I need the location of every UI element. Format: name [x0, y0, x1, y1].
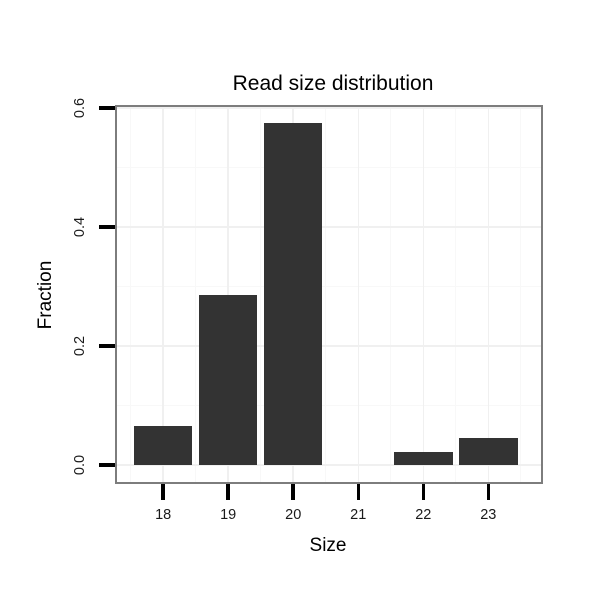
x-tick-22: [421, 484, 426, 500]
y-minor-gridline: [117, 404, 541, 406]
x-major-gridline: [422, 107, 425, 482]
y-major-gridline: [117, 226, 541, 228]
plot-panel: [115, 105, 543, 484]
x-tick-label-22: 22: [415, 507, 432, 523]
x-major-gridline: [487, 107, 490, 482]
bar-size-18: [133, 426, 193, 465]
x-tick-19: [226, 484, 230, 500]
y-tick-0.2: [99, 344, 115, 348]
y-tick-0.6: [99, 106, 115, 110]
x-major-gridline: [357, 107, 359, 482]
x-tick-label-18: 18: [155, 507, 172, 523]
y-tick-label-0.4: 0.4: [72, 216, 88, 238]
x-tick-21: [356, 484, 360, 500]
y-tick-label-0.2: 0.2: [72, 335, 88, 356]
bar-size-20: [263, 123, 323, 465]
x-minor-gridline: [130, 107, 132, 482]
bar-size-22: [394, 451, 453, 465]
chart-title: Read size distribution: [232, 72, 434, 95]
bar-size-23: [459, 438, 518, 465]
y-tick-0.0: [99, 463, 115, 467]
x-tick-label-19: 19: [220, 507, 237, 523]
x-minor-gridline: [455, 107, 457, 482]
y-minor-gridline: [117, 285, 541, 288]
x-minor-gridline: [195, 107, 197, 482]
y-major-gridline: [117, 345, 541, 347]
x-axis-title: Size: [309, 535, 347, 556]
x-tick-18: [161, 484, 165, 500]
x-minor-gridline: [325, 107, 327, 482]
y-tick-0.4: [99, 225, 115, 229]
x-minor-gridline: [390, 107, 392, 482]
y-major-gridline: [117, 464, 541, 466]
x-major-gridline: [162, 107, 164, 482]
x-tick-20: [291, 484, 295, 500]
y-tick-label-0.6: 0.6: [72, 98, 88, 119]
x-tick-label-21: 21: [350, 507, 367, 523]
x-major-gridline: [227, 107, 229, 482]
y-tick-label-0.0: 0.0: [72, 454, 88, 475]
x-minor-gridline: [520, 107, 522, 482]
x-tick-label-23: 23: [480, 507, 497, 523]
x-minor-gridline: [260, 107, 262, 482]
bar-size-19: [198, 295, 258, 465]
x-tick-label-20: 20: [285, 507, 302, 523]
x-tick-23: [486, 484, 491, 500]
y-major-gridline: [117, 107, 541, 109]
y-minor-gridline: [117, 167, 541, 169]
y-axis-title: Fraction: [35, 260, 56, 330]
